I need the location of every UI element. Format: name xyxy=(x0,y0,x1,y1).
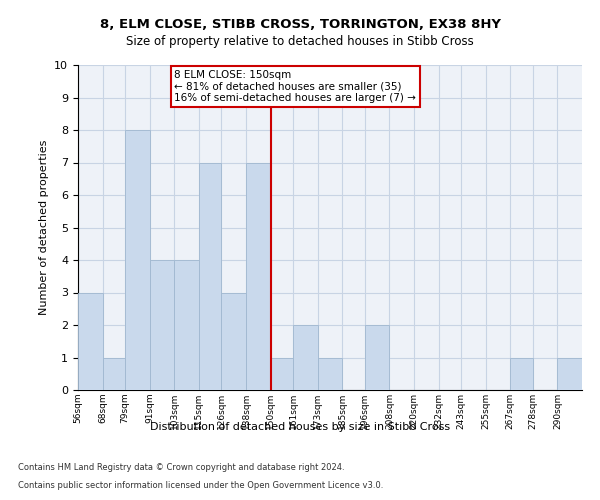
Bar xyxy=(174,260,199,390)
Bar xyxy=(199,162,221,390)
Bar xyxy=(246,162,271,390)
Bar xyxy=(150,260,174,390)
Text: Contains HM Land Registry data © Crown copyright and database right 2024.: Contains HM Land Registry data © Crown c… xyxy=(18,464,344,472)
Bar xyxy=(365,325,389,390)
Text: 8, ELM CLOSE, STIBB CROSS, TORRINGTON, EX38 8HY: 8, ELM CLOSE, STIBB CROSS, TORRINGTON, E… xyxy=(100,18,500,30)
Bar xyxy=(557,358,582,390)
Bar xyxy=(510,358,533,390)
Bar xyxy=(103,358,125,390)
Y-axis label: Number of detached properties: Number of detached properties xyxy=(39,140,49,315)
Text: Contains public sector information licensed under the Open Government Licence v3: Contains public sector information licen… xyxy=(18,481,383,490)
Bar xyxy=(271,358,293,390)
Text: 8 ELM CLOSE: 150sqm
← 81% of detached houses are smaller (35)
16% of semi-detach: 8 ELM CLOSE: 150sqm ← 81% of detached ho… xyxy=(174,70,416,103)
Bar xyxy=(125,130,150,390)
Text: Distribution of detached houses by size in Stibb Cross: Distribution of detached houses by size … xyxy=(150,422,450,432)
Bar xyxy=(293,325,318,390)
Text: Size of property relative to detached houses in Stibb Cross: Size of property relative to detached ho… xyxy=(126,35,474,48)
Bar xyxy=(318,358,342,390)
Bar xyxy=(221,292,246,390)
Bar xyxy=(78,292,103,390)
